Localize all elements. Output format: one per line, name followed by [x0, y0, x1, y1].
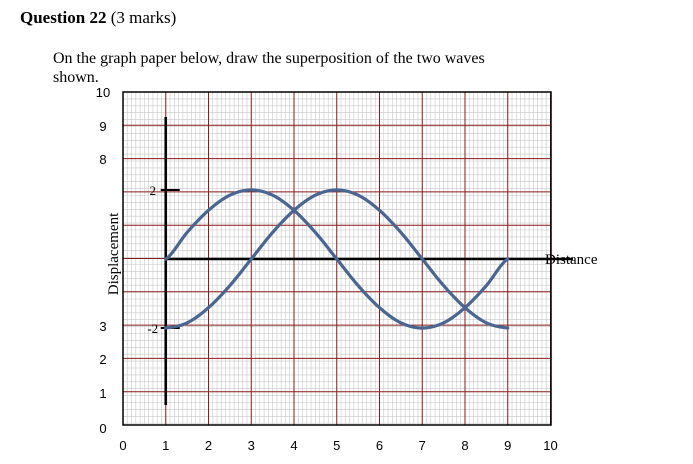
x-tick-label: 8 — [461, 438, 468, 453]
question-marks: (3 marks) — [110, 8, 177, 27]
y-tick-label: 1 — [99, 386, 106, 401]
instruction-line-2: shown. — [53, 69, 99, 86]
y-tick-label: 8 — [99, 152, 106, 167]
x-tick-label: 9 — [504, 438, 511, 453]
question-heading: Question 22 (3 marks) — [20, 8, 176, 28]
wave-axis-tick-label: -2 — [147, 321, 158, 336]
question-number: 22 — [89, 8, 107, 27]
wave-2-line — [164, 188, 510, 330]
x-tick-label: 7 — [419, 438, 426, 453]
question-label: Question — [20, 8, 86, 27]
x-tick-label: 2 — [205, 438, 212, 453]
tick-labels: 0 1 2 3 4 5 6 7 8 9 10 0 1 2 3 8 9 10 2 -2 Distance Displacem… — [96, 85, 598, 453]
x-tick-label: 1 — [162, 438, 169, 453]
wave-1-line — [164, 188, 510, 330]
y-tick-label: 2 — [99, 352, 106, 367]
x-tick-label: 0 — [119, 438, 126, 453]
instruction-line-1: On the graph paper below, draw the super… — [53, 50, 485, 67]
x-tick-label: 6 — [376, 438, 383, 453]
x-tick-label: 4 — [290, 438, 297, 453]
x-tick-label: 5 — [333, 438, 340, 453]
x-axis-label: Distance — [545, 252, 598, 268]
x-tick-label: 10 — [543, 438, 557, 453]
wave-axis-tick-label: 2 — [150, 183, 157, 198]
y-tick-label: 3 — [99, 319, 106, 334]
y-tick-label: 0 — [99, 421, 106, 436]
series — [164, 188, 510, 330]
y-tick-label: 10 — [96, 85, 110, 100]
y-tick-label: 9 — [99, 119, 106, 134]
x-tick-label: 3 — [248, 438, 255, 453]
y-axis-label: Displacement — [106, 212, 122, 295]
